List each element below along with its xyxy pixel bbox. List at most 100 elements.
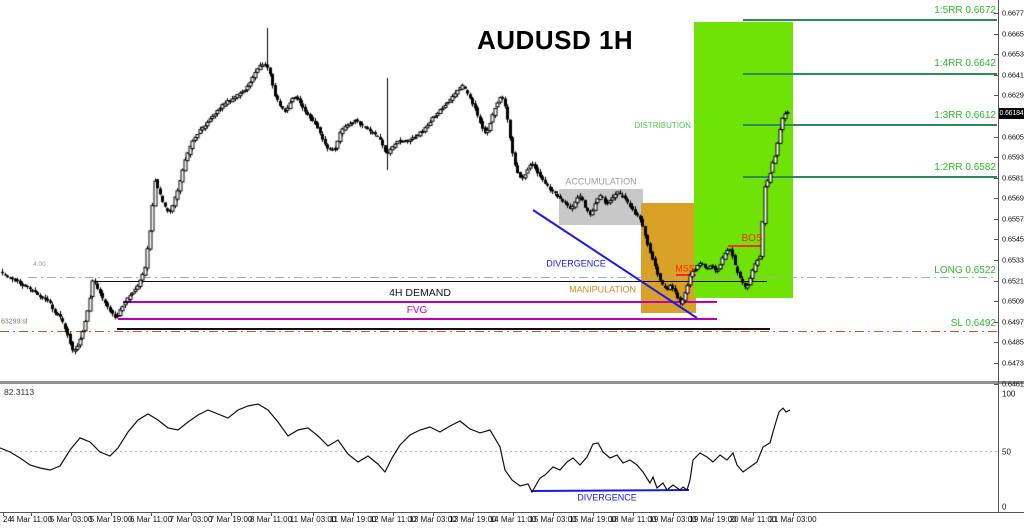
time-tick-label: 19 Mar 03:00 (649, 515, 697, 524)
price-tag-label: 4.00 (33, 260, 46, 268)
price-tick-label: 0.64610 (1002, 379, 1024, 388)
accumulation-label: ACCUMULATION (565, 176, 637, 187)
time-tick-label: 11 Mar 19:00 (329, 515, 377, 524)
time-tick-label: 8 Mar 11:00 (249, 515, 293, 524)
time-tick-label: 18 Mar 11:00 (609, 515, 657, 524)
time-axis-border (0, 512, 1024, 513)
rsi-scale-label: 100 (1002, 389, 1016, 399)
price-tick-mark (994, 13, 998, 14)
price-tick-mark (994, 280, 998, 282)
time-tick-mark (713, 512, 714, 516)
time-tick-mark (473, 512, 474, 516)
rsi-divergence-trendline[interactable] (530, 489, 690, 492)
time-tick-label: 7 Mar 03:00 (169, 515, 213, 524)
rsi-line (0, 403, 791, 494)
time-tick-mark (433, 512, 434, 516)
price-tick-mark (994, 74, 998, 76)
time-tick-mark (513, 512, 514, 516)
time-tick-mark (31, 512, 32, 516)
price-tick-mark (994, 54, 998, 56)
time-tick-mark (673, 512, 674, 516)
time-tick-mark (753, 512, 754, 516)
time-tick-mark (593, 512, 594, 516)
time-tick-mark (191, 512, 192, 516)
candlestick-series[interactable] (0, 0, 998, 380)
sl-tag-label: 63299 sl (1, 318, 28, 326)
time-tick-mark (393, 512, 394, 516)
price-tick-mark (994, 95, 998, 97)
time-tick-mark (553, 512, 554, 516)
time-tick-label: 14 Mar 11:00 (489, 515, 537, 524)
time-tick-label: 19 Mar 19:00 (689, 515, 737, 524)
time-tick-label: 13 Mar 03:00 (409, 515, 457, 524)
price-tick-mark (994, 198, 998, 200)
rsi-scale-label: 50 (1002, 447, 1011, 457)
rr-1-3-label: 1:3RR 0.6612 (934, 110, 996, 121)
price-tick-mark (994, 362, 998, 364)
time-tick-mark (231, 512, 232, 516)
price-tick-mark (994, 157, 998, 159)
time-tick-mark (313, 512, 314, 516)
panel-separator[interactable] (0, 381, 1024, 384)
rr-1-4-label: 1:4RR 0.6642 (934, 58, 996, 69)
time-tick-label: 7 Mar 19:00 (209, 515, 253, 524)
time-tick-label: 11 Mar 03:00 (289, 515, 337, 524)
price-tick-mark (994, 342, 998, 344)
time-tick-label: 6 Mar 11:00 (129, 515, 173, 524)
price-axis-border (998, 0, 999, 512)
mss-label: MSS (675, 263, 695, 274)
price-tick-mark (994, 301, 998, 303)
price-tick-mark (994, 260, 998, 261)
time-tick-label: 20 Mar 11:00 (729, 515, 777, 524)
bos-label: BOS (741, 233, 763, 244)
manipulation-label: MANIPULATION (569, 284, 636, 295)
time-tick-label: 5 Mar 03:00 (49, 515, 93, 524)
rsi-scale-label: 0 (1002, 502, 1007, 512)
time-tick-label: 15 Mar 03:00 (529, 515, 577, 524)
long-label: LONG 0.6522 (934, 265, 996, 276)
price-tick-mark (994, 136, 998, 138)
rr-1-2-label: 1:2RR 0.6582 (934, 162, 996, 173)
price-tick-mark (994, 33, 998, 35)
distribution-label: DISTRIBUTION (634, 121, 691, 130)
divergence-label: DIVERGENCE (546, 258, 606, 269)
time-tick-label: 5 Mar 19:00 (89, 515, 133, 524)
time-tick-mark (633, 512, 634, 516)
price-tick-mark (994, 383, 998, 385)
price-tick-mark (994, 177, 998, 179)
time-tick-label: 15 Mar 19:00 (569, 515, 617, 524)
time-tick-mark (353, 512, 354, 516)
time-tick-mark (111, 512, 112, 516)
price-tick-mark (994, 321, 998, 323)
rsi-value: 82.3113 (4, 387, 35, 397)
sl-label: SL 0.6492 (950, 318, 996, 329)
price-tick-mark (994, 218, 998, 220)
time-tick-mark (271, 512, 272, 516)
time-tick-label: 21 Mar 03:00 (769, 515, 817, 524)
time-tick-label: 13 Mar 19:00 (449, 515, 497, 524)
time-tick-mark (3, 512, 4, 516)
chart-title: AUDUSD 1H (477, 25, 634, 55)
rsi-divergence-label: DIVERGENCE (577, 492, 637, 503)
current-price-badge: 0.66184 (999, 108, 1024, 119)
time-tick-mark (151, 512, 152, 516)
rsi-50-line[interactable] (0, 451, 997, 452)
